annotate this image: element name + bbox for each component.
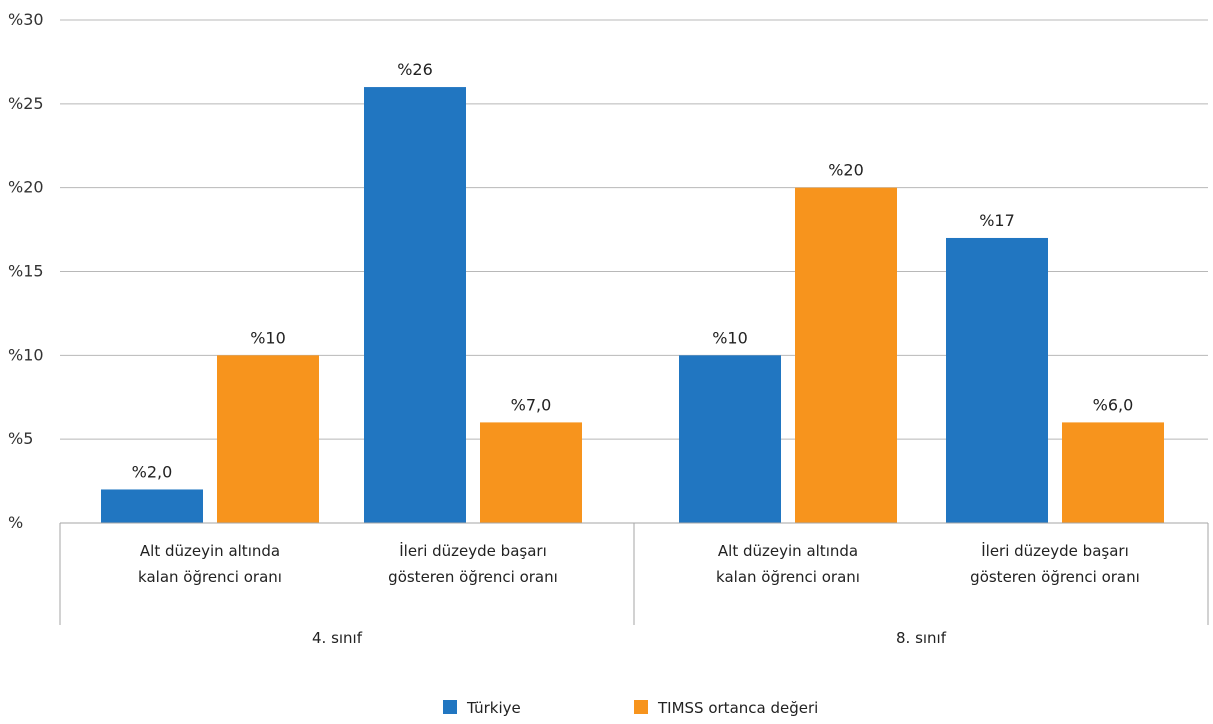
category-label: İleri düzeyde başarı bbox=[981, 541, 1129, 560]
data-label: %10 bbox=[250, 328, 286, 347]
bars bbox=[101, 87, 1164, 524]
y-tick-label: %15 bbox=[8, 262, 44, 281]
data-label: %10 bbox=[712, 328, 748, 347]
group-label: 4. sınıf bbox=[312, 629, 363, 647]
x-axis bbox=[59, 522, 1209, 625]
category-label: kalan öğrenci oranı bbox=[716, 568, 860, 586]
category-label: Alt düzeyin altında bbox=[140, 542, 280, 560]
group-label: 8. sınıf bbox=[896, 629, 947, 647]
y-tick-label: %5 bbox=[8, 429, 33, 448]
category-label: kalan öğrenci oranı bbox=[138, 568, 282, 586]
y-tick-label: %30 bbox=[8, 10, 44, 29]
legend-swatch bbox=[634, 700, 648, 714]
category-labels: Alt düzeyin altında kalan öğrenci oranı İl… bbox=[138, 541, 1140, 647]
legend: Türkiye TIMSS ortanca değeri bbox=[443, 699, 818, 717]
bar-timss bbox=[217, 355, 319, 523]
bar-timss bbox=[795, 187, 897, 523]
y-tick-label: % bbox=[8, 513, 23, 532]
legend-swatch bbox=[443, 700, 457, 714]
data-label: %2,0 bbox=[132, 462, 173, 481]
data-label: %20 bbox=[828, 161, 864, 180]
y-axis-ticks: % %5 %10 %15 %20 %25 %30 bbox=[8, 10, 44, 532]
bar-timss bbox=[1062, 422, 1164, 523]
data-label: %7,0 bbox=[511, 395, 552, 414]
bar-turkiye bbox=[679, 355, 781, 523]
data-label: %6,0 bbox=[1093, 395, 1134, 414]
category-label: gösteren öğrenci oranı bbox=[970, 568, 1140, 586]
data-label: %26 bbox=[397, 60, 433, 79]
y-tick-label: %20 bbox=[8, 178, 44, 197]
bar-turkiye bbox=[101, 489, 203, 523]
bar-turkiye bbox=[946, 237, 1048, 523]
category-label: gösteren öğrenci oranı bbox=[388, 568, 558, 586]
legend-label: TIMSS ortanca değeri bbox=[657, 699, 818, 717]
category-label: İleri düzeyde başarı bbox=[399, 541, 547, 560]
legend-label: Türkiye bbox=[466, 699, 521, 717]
data-label: %17 bbox=[979, 211, 1015, 230]
y-tick-label: %10 bbox=[8, 345, 44, 364]
value-labels: %2,0 %26 %10 %17 %10 %7,0 %20 %6,0 bbox=[132, 60, 1134, 481]
category-label: Alt düzeyin altında bbox=[718, 542, 858, 560]
y-tick-label: %25 bbox=[8, 94, 44, 113]
bar-timss bbox=[480, 422, 582, 523]
bar-turkiye bbox=[364, 87, 466, 524]
